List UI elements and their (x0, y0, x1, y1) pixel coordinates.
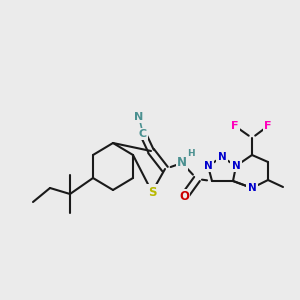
Text: C: C (139, 129, 147, 139)
Text: F: F (264, 121, 272, 131)
Text: N: N (134, 112, 144, 122)
Text: N: N (177, 157, 187, 169)
Text: S: S (148, 185, 156, 199)
Text: N: N (204, 161, 212, 171)
Text: H: H (187, 148, 195, 158)
Text: N: N (248, 183, 256, 193)
Text: N: N (232, 161, 240, 171)
Text: N: N (218, 152, 226, 162)
Text: O: O (179, 190, 189, 203)
Text: F: F (231, 121, 239, 131)
